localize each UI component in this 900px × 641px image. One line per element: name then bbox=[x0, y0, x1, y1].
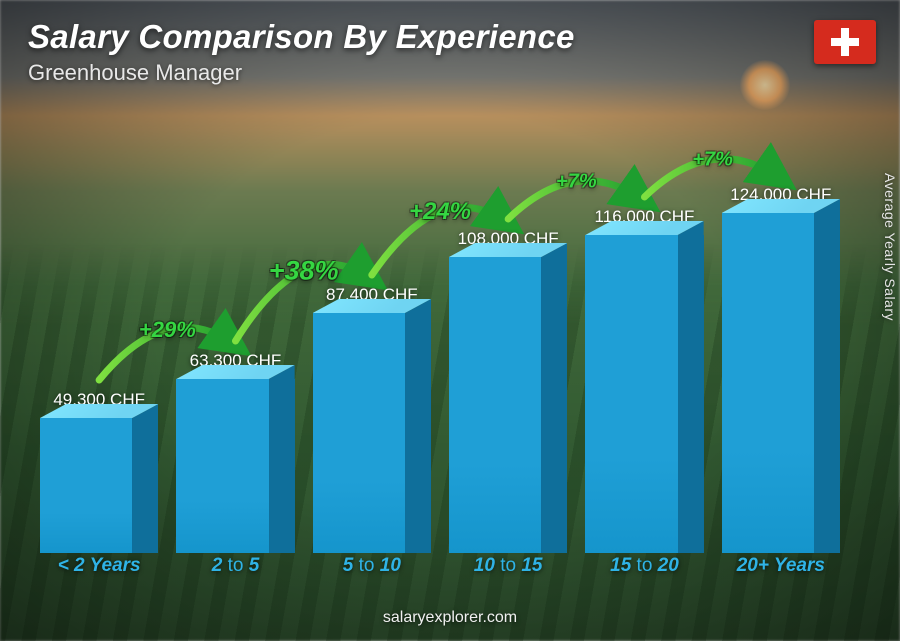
x-axis-label: 5 to 10 bbox=[313, 555, 431, 583]
increase-percent-label: +7% bbox=[556, 170, 597, 193]
bar-slot: 63,300 CHF bbox=[176, 351, 294, 553]
bar bbox=[722, 213, 840, 553]
salary-bar-chart: 49,300 CHF63,300 CHF87,400 CHF108,000 CH… bbox=[30, 100, 850, 583]
bar bbox=[313, 313, 431, 553]
bar bbox=[176, 379, 294, 553]
flag-cross-icon bbox=[831, 28, 859, 56]
bar-slot: 87,400 CHF bbox=[313, 285, 431, 553]
x-axis-label: 20+ Years bbox=[722, 555, 840, 583]
bar-top bbox=[449, 243, 567, 257]
page-subtitle: Greenhouse Manager bbox=[28, 60, 242, 86]
bar-slot: 116,000 CHF bbox=[585, 207, 703, 553]
bar bbox=[449, 257, 567, 553]
x-axis: < 2 Years 2 to 5 5 to 10 10 to 15 15 to 20 20… bbox=[30, 555, 850, 583]
x-axis-label: 2 to 5 bbox=[176, 555, 294, 583]
x-axis-label: 15 to 20 bbox=[585, 555, 703, 583]
x-axis-label: < 2 Years bbox=[40, 555, 158, 583]
bar-top bbox=[313, 299, 431, 313]
increase-percent-label: +7% bbox=[692, 148, 733, 171]
footer-credit: salaryexplorer.com bbox=[0, 609, 900, 627]
bar-top bbox=[585, 221, 703, 235]
bar-slot: 124,000 CHF bbox=[722, 185, 840, 553]
increase-percent-label: +38% bbox=[269, 255, 339, 286]
bar bbox=[585, 235, 703, 553]
increase-percent-label: +29% bbox=[139, 317, 196, 343]
x-axis-label: 10 to 15 bbox=[449, 555, 567, 583]
bar-top bbox=[176, 365, 294, 379]
bar-slot: 49,300 CHF bbox=[40, 390, 158, 553]
y-axis-label: Average Yearly Salary bbox=[882, 173, 898, 321]
bar bbox=[40, 418, 158, 553]
infographic-container: Salary Comparison By Experience Greenhou… bbox=[0, 0, 900, 641]
bar-slot: 108,000 CHF bbox=[449, 229, 567, 553]
increase-percent-label: +24% bbox=[409, 198, 471, 226]
bar-top bbox=[40, 404, 158, 418]
page-title: Salary Comparison By Experience bbox=[28, 18, 575, 56]
bar-top bbox=[722, 199, 840, 213]
flag-switzerland bbox=[814, 20, 876, 64]
